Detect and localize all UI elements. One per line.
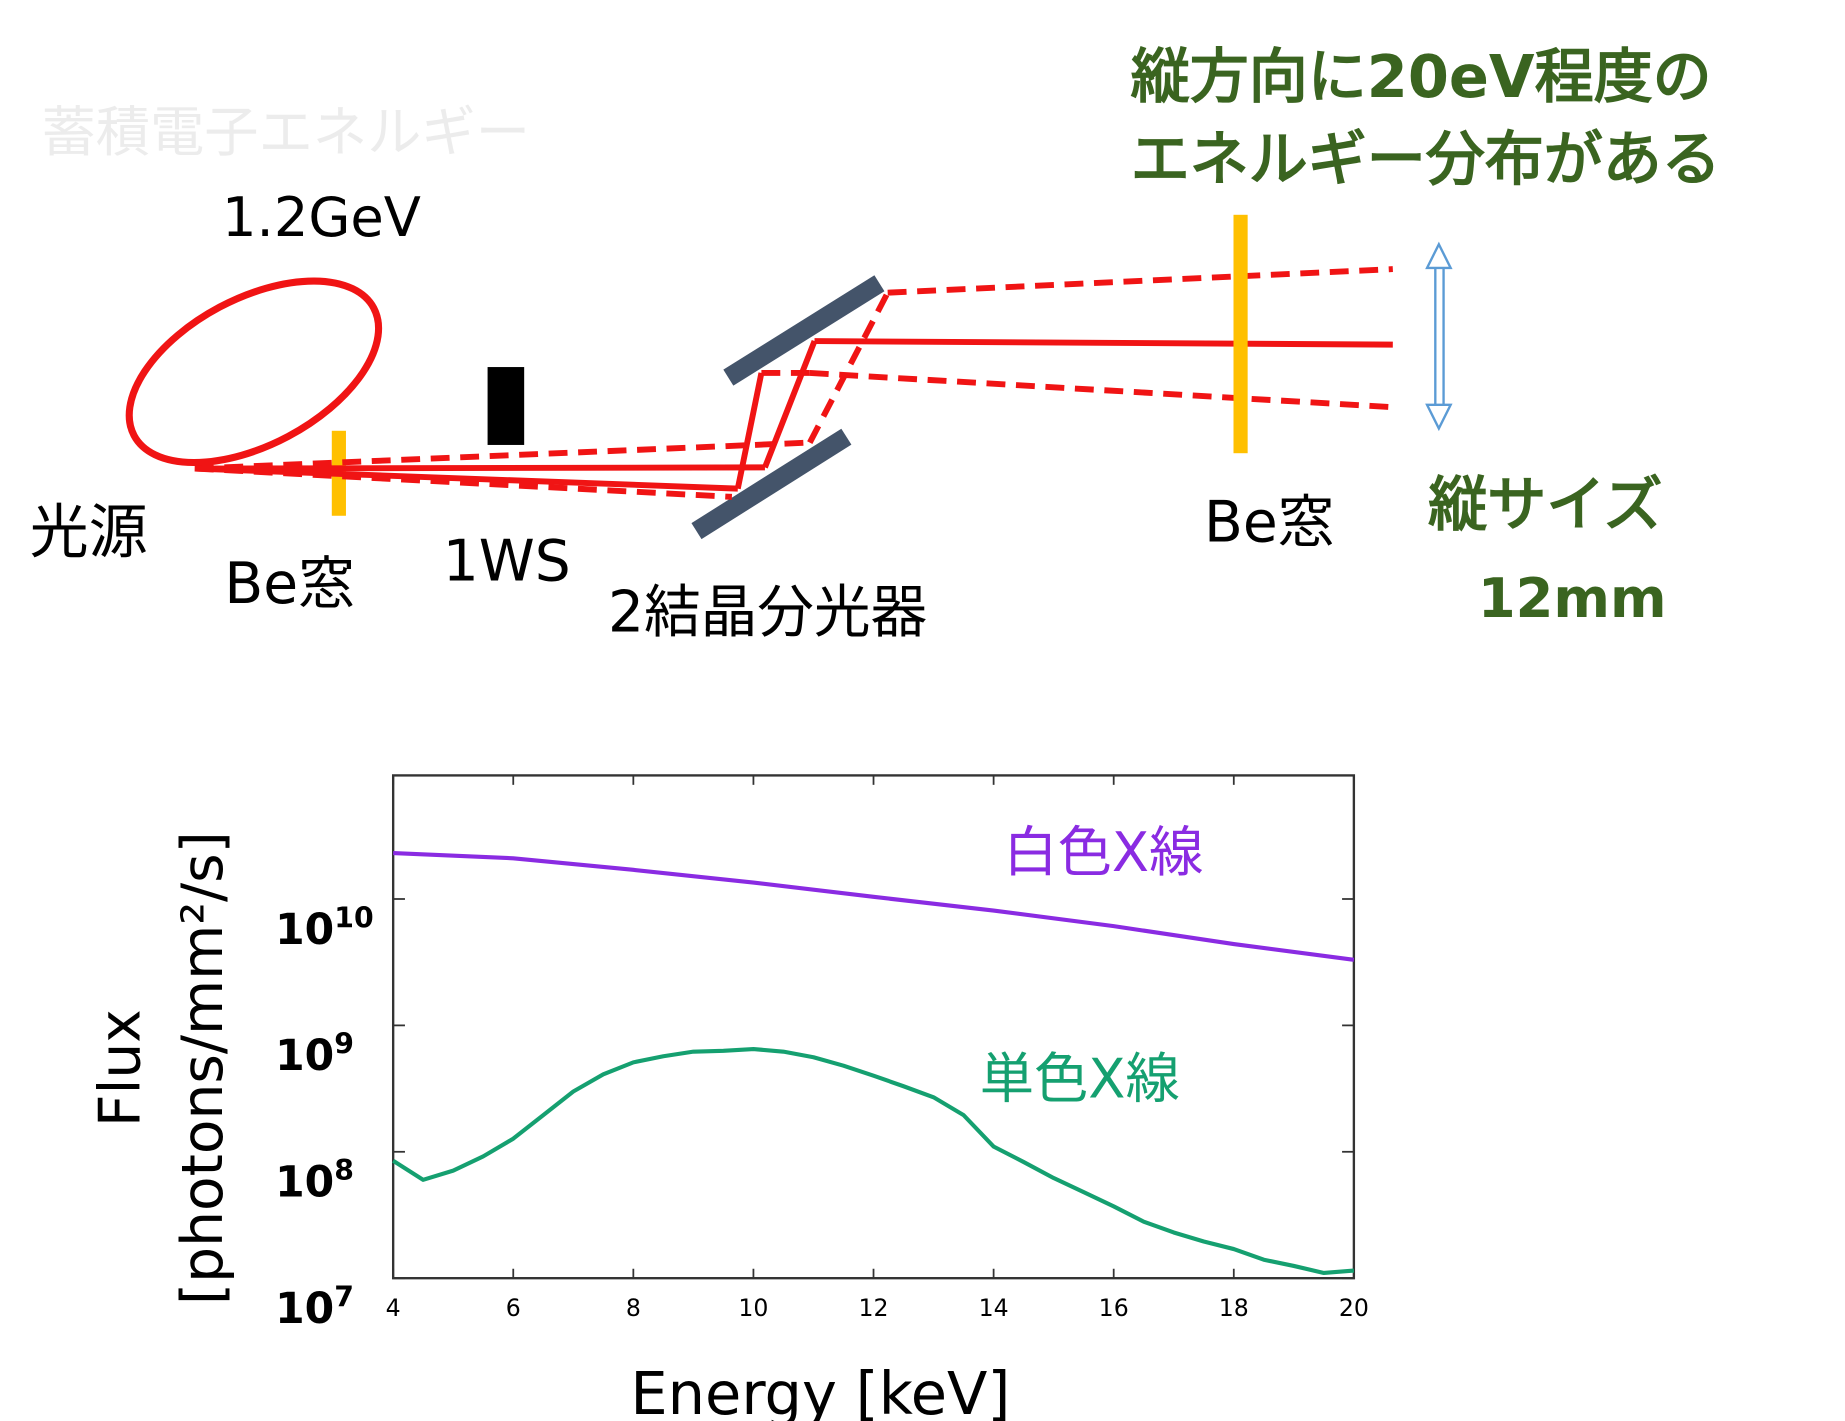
be-window-label: Be窓 [224,551,354,617]
x-axis-label: Energy [keV] [630,1359,1010,1421]
y-tick-base: 10 [275,1159,334,1208]
plot-frame [393,775,1354,1278]
y-tick-base: 10 [275,1032,334,1081]
x-tick-label: 20 [1339,1294,1369,1322]
ring-energy: 1.2GeV [222,186,421,249]
be-window [1233,215,1247,453]
series-label: 単色X線 [980,1048,1180,1111]
beam-ray [888,269,1393,293]
y-tick-power: 9 [334,1028,354,1061]
x-tick-label: 16 [1099,1294,1129,1322]
y-tick-power: 7 [334,1281,354,1314]
series-label: 白色X線 [1003,821,1203,884]
note-line: エネルギー分布がある [1131,124,1721,193]
x-tick-label: 10 [738,1294,768,1322]
source-label: 光源 [30,497,148,566]
monochromator-label: 2結晶分光器 [608,579,927,645]
x-tick-label: 6 [506,1294,521,1322]
beam-ray [738,373,762,489]
page: Beamline {"diagram": { "ring_energy_labe… [0,0,1845,1421]
y-tick-power: 8 [334,1154,354,1187]
beam-ray [810,373,1393,407]
series-line [393,1049,1354,1273]
size-value: 12mm [1478,567,1667,630]
x-tick-label: 14 [979,1294,1009,1322]
arrow-head [1427,405,1451,429]
y-tick-base: 10 [275,1285,334,1334]
slit-label: 1WS [443,529,571,595]
series-line [393,853,1354,960]
size-arrow [1427,244,1451,428]
body: 蓄積電子エネルギー 1.2GeV 光源 Be窓 1WS 2結晶分光器 Be窓 縦… [0,0,1845,1421]
x-tick-label: 12 [859,1294,889,1322]
x-tick-label: 18 [1219,1294,1249,1322]
y-tick-label: 109 [275,1028,354,1082]
y-tick-label: 1010 [275,901,374,955]
beam-ray [195,467,765,468]
arrow-head [1427,244,1451,268]
be-window-label: Be窓 [1204,490,1334,556]
ring-energy-label: 蓄積電子エネルギー [41,101,530,164]
y-axis-label: [photons/mm²/s] [170,831,236,1305]
slide: 蓄積電子エネルギー 1.2GeV 光源 Be窓 1WS 2結晶分光器 Be窓 縦… [0,0,1845,1421]
size-label: 縦サイズ [1427,470,1662,539]
y-tick-power: 10 [334,901,373,934]
x-tick-label: 8 [626,1294,641,1322]
y-tick-label: 108 [275,1154,354,1208]
arrow-shaft [1435,267,1443,406]
y-tick-base: 10 [275,906,334,955]
y-tick-label: 107 [275,1281,354,1335]
note-line: 縦方向に20eV程度の [1130,42,1712,111]
storage-ring [100,243,408,500]
x-tick-label: 4 [386,1294,401,1322]
beam-ray [815,341,1393,345]
y-axis-label: Flux [87,1009,153,1127]
slit-block [488,367,525,445]
